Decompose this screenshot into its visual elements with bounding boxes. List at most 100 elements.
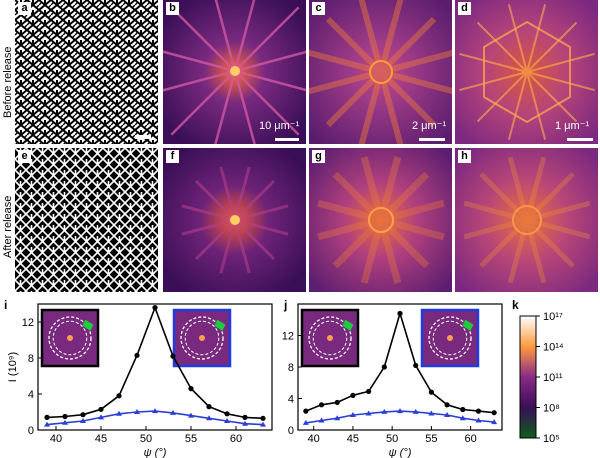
inset-before [40,308,100,368]
data-point [98,406,104,412]
data-point [242,420,248,426]
panel-label-j: j [284,298,288,312]
y-tick-label: 4 [28,389,34,401]
scale-label-c: 2 μm⁻¹ [412,120,447,132]
data-point [188,386,194,392]
colorbar-tick-label: 10⁵ [543,433,560,445]
chart-i: 40 45 50 55 60 0 4 8 12 ψ (°) I (10⁹) [7,303,273,458]
data-point [62,419,68,425]
y-tick-label: 8 [288,362,294,374]
x-tick-label: 50 [140,433,152,445]
data-point [260,415,266,421]
inset-after [420,308,480,368]
x-tick-label: 40 [50,433,62,445]
scale-bar-a [135,135,151,139]
y-tick-label: 12 [22,317,34,329]
data-point [80,412,86,418]
data-point [428,389,434,395]
data-point [334,415,341,421]
x-tick-label: 50 [386,433,398,445]
data-point [188,412,194,418]
panel-label-d: d [458,2,471,15]
scale-bar-d [567,138,593,141]
data-point [44,414,50,420]
x-tick-label: 45 [95,433,107,445]
data-point [460,406,466,413]
data-point [381,364,387,370]
data-point [397,408,403,414]
data-point [475,408,482,414]
colorbar-k: 10¹⁷ 10¹⁴ 10¹¹ 10⁸ 10⁵ [519,311,564,445]
x-tick-label: 60 [464,433,476,445]
panel-g-fft: g [309,148,452,292]
data-point [491,410,497,416]
data-point [116,393,122,399]
data-point [444,412,451,418]
inset-before [300,308,360,368]
data-point [134,352,140,358]
data-point [302,419,309,425]
data-point [116,410,122,416]
data-point [152,408,158,414]
data-point [444,402,450,408]
panel-label-h: h [458,150,471,163]
panel-label-i: i [4,298,8,312]
scale-label-b: 10 μm⁻¹ [259,120,300,132]
colorbar-tick-label: 10¹⁴ [543,342,564,354]
data-point [224,411,230,417]
panel-label-k: k [512,298,519,312]
data-point [428,410,435,416]
panel-label-f: f [166,150,179,163]
data-point [350,392,356,398]
data-point [152,305,158,311]
panel-label-a: a [18,2,31,15]
data-point [397,310,403,317]
panel-label-e: e [18,150,31,163]
scale-label-d: 1 μm⁻¹ [555,120,590,132]
data-point [459,415,466,421]
plot-frame [37,303,273,431]
data-point [318,417,325,423]
panel-label-b: b [166,2,179,15]
y-tick-label: 12 [282,331,294,343]
panel-label-c: c [312,2,325,15]
data-point [303,408,309,414]
x-axis-label: ψ (°) [389,447,412,458]
row-label-after: After release [2,195,14,258]
x-tick-label: 55 [425,433,437,445]
data-point [80,418,86,423]
scale-bar-c [419,138,445,141]
data-point [334,399,340,406]
data-point [134,409,140,414]
x-tick-label: 60 [230,433,242,445]
data-point [44,421,50,427]
inset-after [172,308,232,368]
data-point [491,419,498,425]
data-point [260,421,266,427]
y-tick-label: 4 [288,394,294,406]
data-point [206,404,212,410]
y-tick-label: 0 [28,425,34,437]
data-point [365,410,372,416]
x-axis-label: ψ (°) [144,447,167,458]
data-point [62,413,68,420]
y-tick-label: 0 [288,425,294,437]
colorbar-tick-label: 10¹⁷ [543,311,563,323]
panel-h-fft: h [455,148,598,292]
x-tick-label: 55 [185,433,197,445]
x-tick-label: 40 [308,433,320,445]
panel-c-fft: c 2 μm⁻¹ [309,0,452,144]
data-point [349,412,356,418]
data-point [413,362,419,369]
y-axis-label: I (10⁹) [7,352,19,382]
data-point [98,414,104,420]
panel-label-g: g [312,150,325,163]
data-point [206,415,212,421]
panel-e-mesh: e [15,148,158,292]
data-point [475,417,482,423]
scale-bar-b [275,138,299,141]
data-point [170,409,176,415]
panel-d-fft: d 1 μm⁻¹ [455,0,598,144]
data-point [224,418,230,423]
